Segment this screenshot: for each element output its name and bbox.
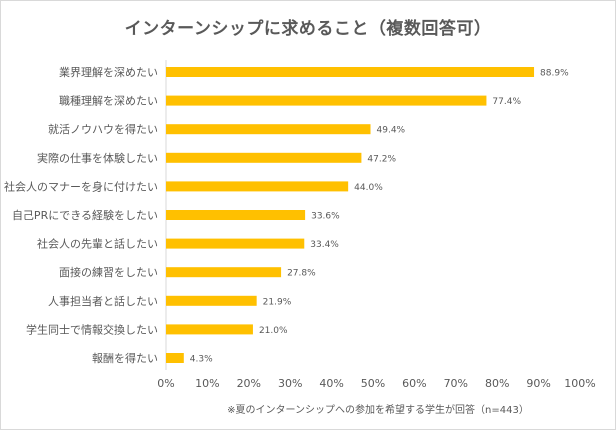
category-label: 面接の練習をしたい	[59, 265, 158, 279]
bar	[166, 67, 535, 77]
bar	[166, 181, 349, 192]
chart-footnote: ※夏のインターンシップへの参加を希望する学生が回答（n=443）	[227, 405, 529, 416]
x-tick-label: 50%	[361, 377, 385, 390]
data-label: 4.3%	[190, 355, 213, 365]
x-tick-label: 30%	[278, 377, 302, 390]
data-label: 21.0%	[259, 326, 288, 336]
category-label: 社会人のマナーを身に付けたい	[4, 179, 158, 193]
x-tick-label: 70%	[444, 377, 468, 390]
bar	[166, 353, 184, 363]
bar	[166, 210, 306, 220]
category-label: 実際の仕事を体験したい	[37, 151, 158, 165]
category-label: 人事担当者と話したい	[48, 294, 158, 308]
axis-layer: 0% 10% 20% 30% 40% 50% 60% 70% 80% 90% 100%	[157, 60, 596, 390]
bar	[166, 324, 253, 335]
data-label: 21.9%	[263, 297, 292, 307]
x-tick-label: 20%	[237, 377, 261, 390]
x-tick-label: 90%	[526, 377, 550, 390]
data-label: 33.6%	[311, 212, 340, 222]
bar	[166, 152, 362, 163]
x-tick-label: 40%	[319, 377, 343, 390]
data-label: 47.2%	[367, 154, 396, 164]
category-label: 自己PRにできる経験をしたい	[12, 208, 158, 222]
data-label: 33.4%	[310, 240, 339, 250]
x-tick-label: 100%	[564, 377, 595, 390]
category-label: 学生同士で情報交換したい	[26, 322, 158, 336]
data-label: 49.4%	[377, 126, 406, 136]
bar	[166, 238, 305, 249]
x-tick-label: 10%	[195, 377, 219, 390]
data-label: 44.0%	[354, 183, 383, 193]
labels-layer: 業界理解を深めたい 88.9% 職種理解を深めたい 77.4% 就活ノウハウを得たい 49…	[4, 65, 569, 365]
category-label: 職種理解を深めたい	[59, 94, 158, 108]
data-label: 77.4%	[492, 97, 521, 107]
bar	[166, 267, 282, 278]
chart-title: インターンシップに求めること（複数回答可）	[124, 19, 492, 39]
category-label: 就活ノウハウを得たい	[48, 122, 158, 136]
category-label: 業界理解を深めたい	[59, 65, 158, 79]
bars-layer	[166, 67, 535, 363]
bar	[166, 295, 257, 306]
bar	[166, 124, 371, 135]
bar	[166, 95, 487, 106]
x-tick-label: 0%	[157, 377, 174, 390]
x-tick-label: 80%	[485, 377, 509, 390]
data-label: 88.9%	[540, 69, 569, 79]
data-label: 27.8%	[287, 269, 316, 279]
category-label: 報酬を得たい	[92, 352, 158, 365]
x-tick-label: 60%	[402, 377, 426, 390]
category-label: 社会人の先輩と話したい	[37, 237, 158, 251]
